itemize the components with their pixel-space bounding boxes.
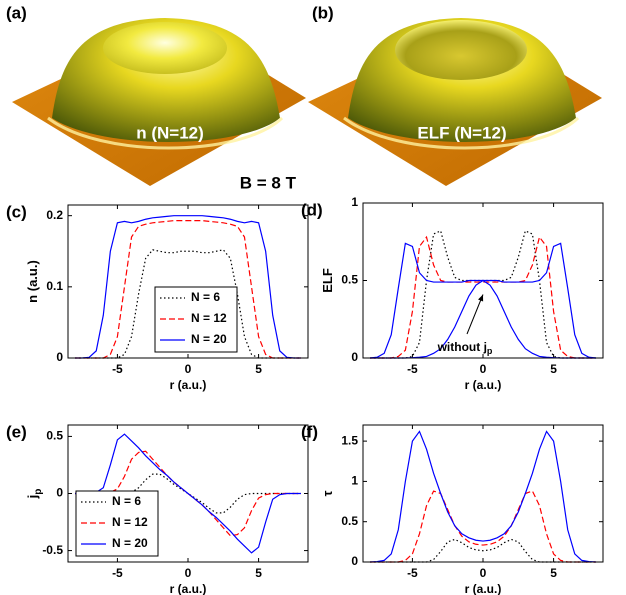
surface-b xyxy=(308,18,602,186)
x-tick-label: 5 xyxy=(550,566,557,580)
x-tick-label: 0 xyxy=(480,362,487,376)
image-caption: n (N=12) xyxy=(136,123,204,142)
y-tick-label: 0 xyxy=(56,350,63,364)
panel-label: (b) xyxy=(312,3,334,22)
y-axis-label: jp xyxy=(25,489,43,500)
annotation-subscript: p xyxy=(487,346,493,356)
panel-label: (e) xyxy=(6,422,27,441)
x-axis-label: r (a.u.) xyxy=(465,582,502,595)
panel-label: (f) xyxy=(301,422,318,441)
x-tick-label: 0 xyxy=(185,362,192,376)
x-tick-label: -5 xyxy=(112,566,123,580)
data-line xyxy=(370,490,596,563)
axes-frame xyxy=(362,202,604,359)
y-axis-label-text: τ xyxy=(320,490,335,496)
legend-label: N = 6 xyxy=(191,290,220,304)
y-axis-label: τ xyxy=(320,490,335,496)
y-tick-label: 1 xyxy=(351,474,358,488)
y-axis-label: n (a.u.) xyxy=(25,260,40,303)
x-axis-label: r (a.u.) xyxy=(170,582,207,595)
annotation-arrowhead xyxy=(478,294,484,302)
x-tick-label: -5 xyxy=(407,566,418,580)
x-tick-label: 5 xyxy=(255,362,262,376)
panel-label: (a) xyxy=(6,3,27,22)
legend-label: N = 20 xyxy=(112,536,148,550)
x-tick-label: 5 xyxy=(255,566,262,580)
legend-label: N = 12 xyxy=(191,311,227,325)
axes-frame xyxy=(67,204,309,359)
x-tick-label: 0 xyxy=(480,566,487,580)
data-line xyxy=(75,215,301,359)
y-axis-label: ELF xyxy=(320,268,335,293)
y-axis-label-text: ELF xyxy=(320,268,335,293)
data-line xyxy=(75,433,301,554)
y-tick-label: 0.5 xyxy=(341,514,358,528)
y-axis-label-text: j xyxy=(25,495,40,500)
x-axis-label: r (a.u.) xyxy=(465,378,502,392)
image-caption: ELF (N=12) xyxy=(417,123,506,142)
y-tick-label: 0.5 xyxy=(341,273,358,287)
surface-a xyxy=(12,18,306,186)
y-tick-label: 0 xyxy=(351,554,358,568)
x-tick-label: 5 xyxy=(550,362,557,376)
legend-label: N = 20 xyxy=(191,332,227,346)
field-label: B = 8 T xyxy=(240,173,297,192)
annotation: without jp xyxy=(437,340,493,356)
y-tick-label: 1.5 xyxy=(341,433,358,447)
legend-label: N = 6 xyxy=(112,494,141,508)
y-tick-label: 1 xyxy=(351,195,358,209)
x-tick-label: -5 xyxy=(112,362,123,376)
y-axis-label-text: n (a.u.) xyxy=(25,260,40,303)
x-tick-label: 0 xyxy=(185,566,192,580)
y-axis-label-subscript: p xyxy=(33,489,44,495)
data-line xyxy=(370,235,596,359)
annotation-text: without j xyxy=(437,340,487,354)
axes-frame xyxy=(67,424,309,563)
annotation-arrow xyxy=(466,294,484,335)
y-tick-label: 0.1 xyxy=(46,279,63,293)
y-tick-label: 0.5 xyxy=(46,429,63,443)
y-tick-label: 0 xyxy=(351,350,358,364)
legend-label: N = 12 xyxy=(112,515,148,529)
x-axis-label: r (a.u.) xyxy=(170,378,207,392)
data-line xyxy=(370,430,596,563)
panel-label: (d) xyxy=(301,200,323,219)
axes-frame xyxy=(362,424,604,563)
y-tick-label: -0.5 xyxy=(42,543,63,557)
panel-label: (c) xyxy=(6,202,27,221)
y-tick-label: 0.2 xyxy=(46,208,63,222)
data-line xyxy=(75,220,301,359)
x-tick-label: -5 xyxy=(407,362,418,376)
y-tick-label: 0 xyxy=(56,486,63,500)
